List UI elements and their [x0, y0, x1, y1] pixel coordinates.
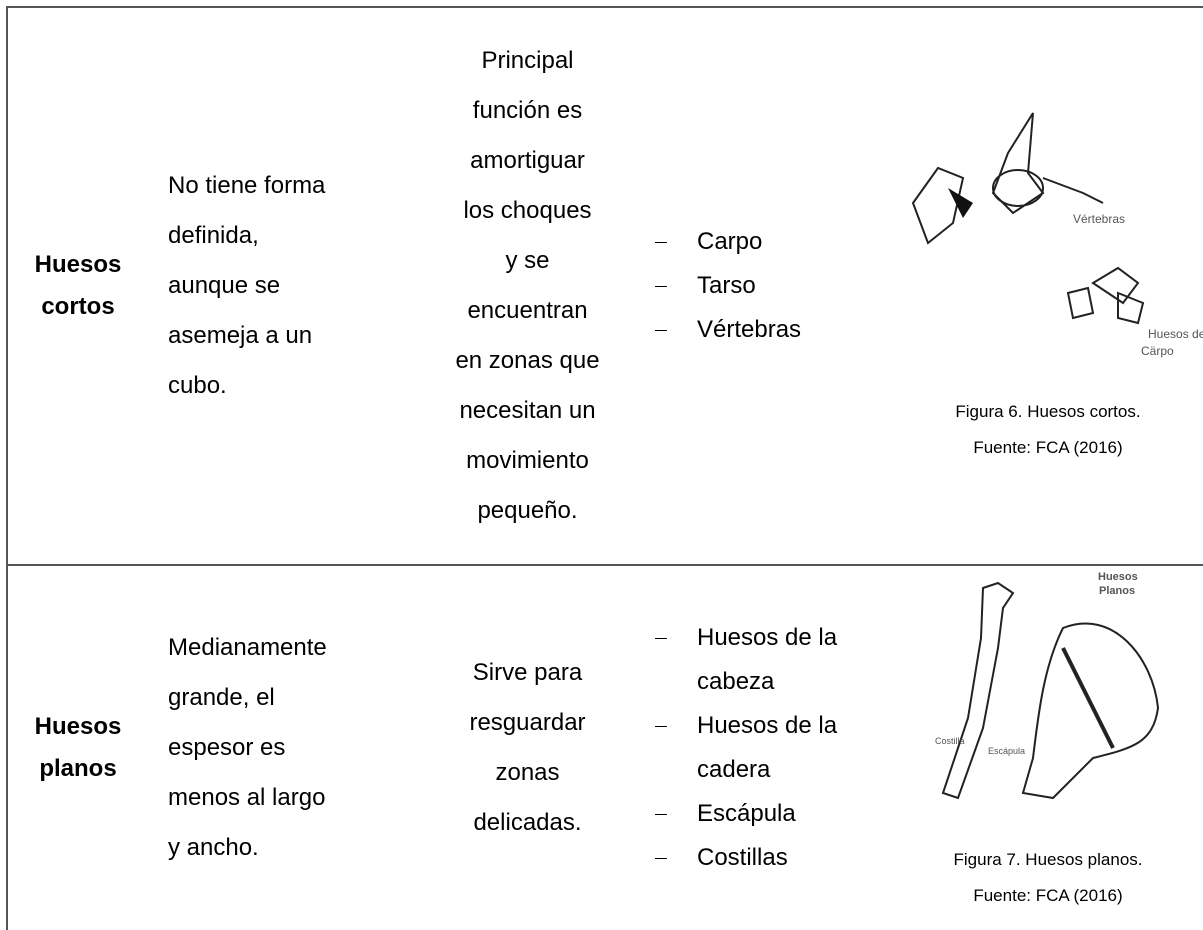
figure-label: Huesos del [1148, 327, 1203, 341]
function-line: Principal [481, 47, 574, 74]
function-line: y se [505, 247, 550, 274]
example-item: Escápula [655, 792, 842, 836]
row-divider [7, 564, 1203, 566]
function-line: delicadas. [473, 809, 582, 836]
example-item: Tarso [655, 264, 842, 308]
function-line: Sirve para [472, 659, 583, 686]
shape-line: asemeja a un [168, 322, 313, 349]
shape-line: espesor es [168, 734, 286, 761]
shape-line: definida, [168, 222, 259, 249]
example-text: Tarso [697, 272, 756, 299]
figure-label: Cärpo [1141, 344, 1174, 358]
figure-caption: Figura 7. Huesos planos. Fuente: FCA (201… [893, 842, 1203, 914]
figure-label: Costilla [935, 736, 965, 746]
figure-image: Vértebras Huesos del Cärpo [911, 112, 1203, 358]
bone-type: Huesos cortos [8, 8, 148, 564]
function-line: zonas [495, 759, 560, 786]
function-line: amortiguar [470, 147, 585, 174]
function-line: encuentran [467, 297, 588, 324]
caption-line: Fuente: FCA (2016) [973, 886, 1123, 905]
examples-cell: Huesos de la cabeza Huesos de la cadera Es… [655, 566, 855, 930]
bullet-dash [655, 330, 667, 331]
example-item: Costillas [655, 836, 842, 880]
bone-type-text: Huesos planos [34, 713, 122, 782]
function-line: necesitan un [459, 397, 596, 424]
example-item: Carpo [655, 220, 842, 264]
shape-line: No tiene forma [168, 172, 326, 199]
figure-image: Huesos Planos Costilla Escápula [935, 571, 1160, 800]
example-text: Costillas [697, 844, 788, 871]
function-line: movimiento [466, 447, 589, 474]
example-text: Escápula [697, 800, 796, 827]
table-border [7, 6, 1203, 8]
shape-line: aunque se [168, 272, 281, 299]
function-line: pequeño. [477, 497, 578, 524]
figure-label: Vértebras [1073, 212, 1125, 226]
bullet-dash [655, 242, 667, 243]
examples-cell: Carpo Tarso Vértebras [655, 8, 855, 564]
function-line: en zonas que [455, 347, 600, 374]
function-cell: Principal función es amortiguar los choques… [425, 8, 630, 564]
shape-line: cubo. [168, 372, 227, 399]
shape-line: y ancho. [168, 834, 259, 861]
function-line: resguardar [469, 709, 586, 736]
figure-caption: Figura 6. Huesos cortos. Fuente: FCA (201… [893, 394, 1203, 466]
figure-label: Huesos [1098, 571, 1138, 583]
bullet-dash [655, 638, 667, 639]
shape-line: menos al largo [168, 784, 326, 811]
bullet-dash [655, 726, 667, 727]
figure-label: Planos [1099, 585, 1135, 597]
figure-label: Escápula [988, 746, 1025, 756]
example-item: Huesos de la cadera [655, 704, 842, 792]
shape-cell: Medianamente grande, el espesor es menos al… [168, 566, 398, 930]
function-line: función es [472, 97, 583, 124]
example-item: Vértebras [655, 308, 842, 352]
caption-line: Figura 6. Huesos cortos. [955, 402, 1141, 421]
example-text: Vértebras [697, 316, 802, 343]
caption-line: Fuente: FCA (2016) [973, 438, 1123, 457]
shape-line: Medianamente [168, 634, 327, 661]
example-text: Huesos de la cabeza [697, 624, 838, 695]
function-line: los choques [463, 197, 592, 224]
example-text: Carpo [697, 228, 763, 255]
shape-cell: No tiene forma definida, aunque se asemeja … [168, 8, 398, 564]
shape-line: grande, el [168, 684, 275, 711]
example-text: Huesos de la cadera [697, 712, 838, 783]
table-border [6, 6, 8, 930]
bullet-dash [655, 286, 667, 287]
function-cell: Sirve para resguardar zonas delicadas. [425, 566, 630, 930]
caption-line: Figura 7. Huesos planos. [953, 850, 1143, 869]
bullet-dash [655, 858, 667, 859]
bullet-dash [655, 814, 667, 815]
bone-type: Huesos planos [8, 566, 148, 930]
bone-type-text: Huesos cortos [34, 251, 122, 320]
example-item: Huesos de la cabeza [655, 616, 842, 704]
